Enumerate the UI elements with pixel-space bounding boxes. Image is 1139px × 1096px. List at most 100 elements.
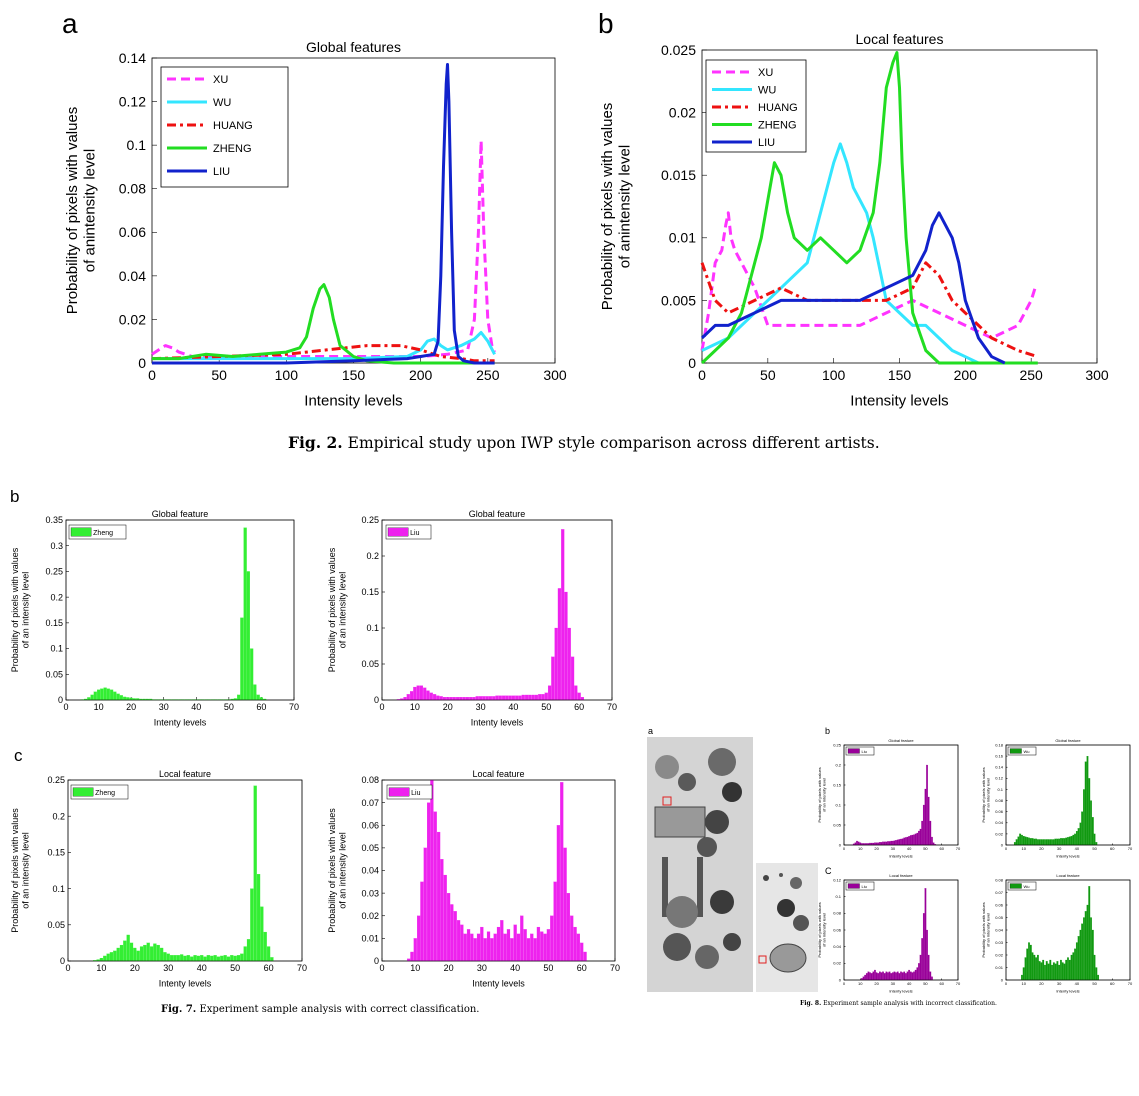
fig7b1-bar: [119, 695, 123, 701]
fig8c1-bar: [909, 971, 912, 981]
fig8b2-xtick-label: 20: [1039, 846, 1044, 851]
fig8b2-bar: [1070, 836, 1073, 846]
fig7b1-bar: [250, 648, 254, 701]
fig8b2-legend-box: [1007, 746, 1037, 756]
fig7b2-bar: [472, 697, 476, 701]
fig2a-ytick-label: 0: [138, 355, 146, 371]
fig8c2-xtick-label: 40: [1075, 981, 1080, 986]
fig7b1-bar: [237, 694, 241, 701]
fig8b1-legend-swatch: [847, 748, 860, 754]
fig8b1-ylabel: Probability of pixels with valuesof an i…: [817, 767, 827, 822]
fig7b2-bar: [505, 695, 509, 701]
fig7c1-plot-frame-top: [67, 779, 303, 962]
fig2a-ytick-label: 0.1: [127, 137, 147, 153]
fig8b1-bar: [900, 838, 902, 846]
fig7b1-xtick-label: 0: [63, 702, 68, 712]
fig8c2-bar: [1086, 904, 1089, 981]
painting-large-image: [647, 737, 753, 992]
fig7b1-legend-swatch: [70, 527, 92, 537]
fig7c1-bar: [226, 956, 231, 962]
fig8b2-ytick-label: 0.12: [995, 776, 1004, 781]
fig2a-xtick-label: 250: [476, 367, 500, 383]
fig8b2-ytick-label: 0.1: [997, 787, 1003, 792]
fig8b2-bar: [1079, 822, 1082, 846]
fig8c2-bar: [1038, 961, 1041, 981]
fig7c1-bar: [176, 955, 180, 962]
fig7c2-bar: [473, 938, 477, 962]
fig8c2-ytick-label: 0.03: [995, 940, 1004, 945]
fig8c1-ytick-label: 0.02: [833, 961, 842, 966]
fig7b2-bar: [574, 685, 578, 701]
fig8b1-bar: [919, 828, 922, 846]
fig7b2-bar: [495, 695, 499, 701]
fig8c2-bar: [1075, 942, 1078, 981]
fig7b2-bar: [564, 591, 568, 701]
fig8b2-ytick-label: 0.02: [995, 831, 1004, 836]
fig8b1-bar: [888, 841, 891, 846]
fig2-caption: Fig. 2. Empirical study upon IWP style c…: [288, 433, 880, 452]
fig7c1-bar: [183, 955, 187, 962]
fig8c2-bar: [1079, 929, 1082, 981]
fig8c1-legend-box: [845, 881, 875, 891]
fig7c2-bar: [543, 933, 547, 962]
fig7c1-bar: [253, 785, 257, 962]
fig8b1-ytick-label: 0.2: [835, 762, 841, 767]
fig8b2-bar: [1015, 839, 1018, 846]
fig7c1-xtick-label: 40: [197, 963, 207, 973]
fig8c2-bar: [1054, 963, 1057, 981]
fig7c2-ytick-label: 0.06: [361, 820, 379, 830]
fig8b2-bar: [1013, 842, 1016, 846]
fig8c1-plot-frame-top: [843, 879, 959, 981]
fig2a-ytick-label: 0.14: [119, 50, 146, 66]
fig8b1-bar: [895, 840, 897, 846]
fig8b2-title: Global feature: [1055, 738, 1081, 743]
fig8b1-bar: [932, 842, 935, 846]
fig7b2-bar: [518, 695, 522, 701]
fig8b1-xtick-label: 60: [939, 846, 944, 851]
fig8b1-bar: [880, 842, 883, 846]
fig7b1-xtick-label: 10: [94, 702, 104, 712]
fig7b2-xtick-label: 50: [541, 702, 551, 712]
fig8c2-bar: [1083, 917, 1085, 981]
fig8b1-bar: [883, 841, 886, 846]
fig8b2-ytick-label: 0.06: [995, 809, 1004, 814]
fig2-panel-letter-b: b: [598, 8, 614, 39]
fig7b2-bar: [492, 696, 496, 701]
fig2a-xtick-label: 100: [275, 367, 299, 383]
fig7c1-title: Local feature: [159, 769, 211, 779]
fig2a-ytick-label: 0.06: [119, 224, 146, 240]
fig2b-ytick-label: 0: [688, 355, 696, 371]
fig7b1-legend-label: Zheng: [93, 530, 113, 537]
fig8c2-bar: [1063, 963, 1066, 981]
fig8c2-ytick-label: 0.05: [995, 915, 1004, 920]
fig2a-ytick-label: 0.02: [119, 311, 146, 327]
fig7c2-xtick-label: 50: [543, 963, 553, 973]
fig8c1-bar: [900, 971, 902, 981]
fig7c2-bar: [560, 782, 564, 962]
fig7c2-bar: [436, 831, 441, 962]
fig8c2-bar: [1068, 959, 1071, 981]
fig7b2-bar: [541, 694, 545, 701]
fig7c2-bar: [573, 926, 577, 962]
fig8b1-bar: [882, 841, 884, 846]
fig8c2-bar: [1029, 944, 1032, 981]
fig8c1-bar: [927, 954, 930, 981]
fig7b2-ytick-label: 0.2: [366, 551, 379, 561]
fig7c2-bar: [407, 958, 411, 962]
fig8c2-bar: [1042, 959, 1045, 981]
fig7b1-bar: [97, 689, 101, 701]
fig7c1-bar: [200, 955, 204, 962]
fig8b1-bar: [926, 764, 928, 846]
fig7c1-chart: Local feature 0 10 20 30 40 50 60 70 0 0.05 0.1 0.15…: [10, 769, 307, 988]
fig8b2-bar: [1051, 839, 1053, 846]
fig7c2-bar: [556, 825, 561, 962]
fig7c1-ytick-label: 0.15: [47, 848, 65, 858]
fig7c2-legend-label: Liu: [411, 790, 420, 797]
fig8c1-bar: [874, 969, 876, 981]
fig7c1-bar: [113, 950, 117, 962]
fig8c2-title: Local feature: [1056, 873, 1080, 878]
fig7c2-bar: [480, 926, 484, 962]
fig8c1-xtick-label: 40: [907, 981, 912, 986]
fig7b2-bar: [538, 694, 542, 701]
fig7b2-xtick-label: 0: [379, 702, 384, 712]
